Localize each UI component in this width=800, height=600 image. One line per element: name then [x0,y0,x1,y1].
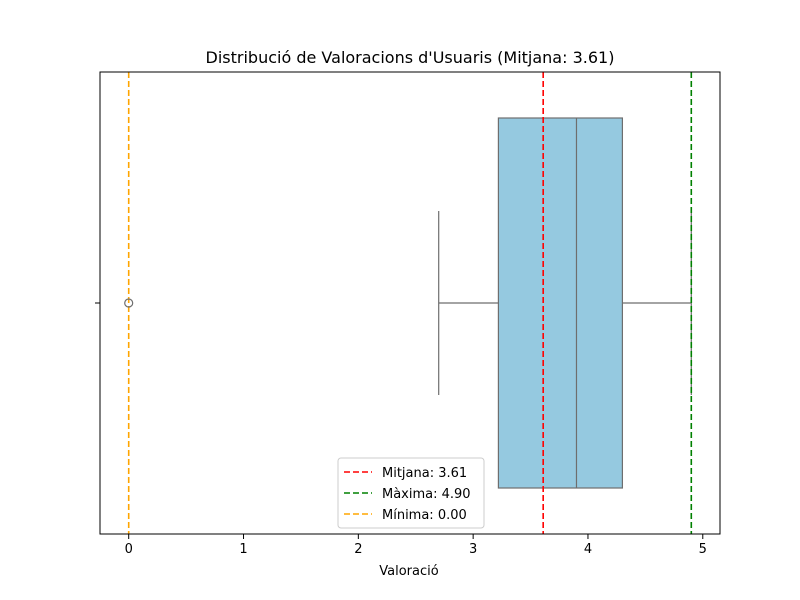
plot-area [124,72,693,534]
x-tick-label: 2 [354,542,362,557]
x-axis: 0 1 2 3 4 5 [125,534,707,557]
x-tick-label: 5 [699,542,707,557]
legend: Mitjana: 3.61 Màxima: 4.90 Mínima: 0.00 [337,457,485,529]
x-tick-label: 4 [584,542,592,557]
x-tick-label: 3 [469,542,477,557]
x-axis-label: Valoració [379,564,438,579]
legend-box [337,457,485,529]
box-iqr [497,117,624,489]
x-tick-label: 0 [125,542,133,557]
x-tick-label: 1 [239,542,247,557]
legend-label-2: Mínima: 0.00 [382,508,467,523]
legend-label-0: Mitjana: 3.61 [382,466,467,481]
legend-label-1: Màxima: 4.90 [382,487,471,502]
outlier-point-0 [124,298,134,308]
chart-title: Distribució de Valoracions d'Usuaris (Mi… [206,48,615,67]
